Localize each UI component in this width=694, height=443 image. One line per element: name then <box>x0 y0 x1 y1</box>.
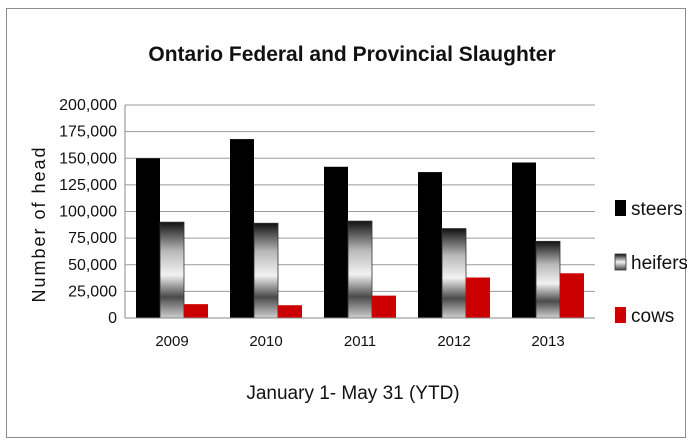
chart-title: Ontario Federal and Provincial Slaughter <box>148 43 555 66</box>
x-tick-label: 2012 <box>437 333 470 350</box>
bar-heifers-2010 <box>253 222 279 319</box>
y-tick-label: 175,000 <box>59 124 117 141</box>
y-tick-label: 75,000 <box>68 230 117 247</box>
x-tick-label: 2013 <box>531 333 564 350</box>
legend: steers heifers cows <box>614 199 687 327</box>
chart: Ontario Federal and Provincial Slaughter… <box>29 43 687 404</box>
legend-label-heifers: heifers <box>631 253 687 274</box>
legend-swatch-heifers <box>614 253 627 271</box>
bar-cows-2009 <box>184 304 208 318</box>
y-axis-ticks: 0 25,000 50,000 75,000 100,000 125,000 150,000… <box>59 97 117 327</box>
bar-cows-2012 <box>466 277 490 318</box>
legend-label-steers: steers <box>631 199 683 220</box>
x-axis-label: January 1- May 31 (YTD) <box>246 383 459 404</box>
y-tick-label: 200,000 <box>59 97 117 114</box>
y-tick-label: 50,000 <box>68 257 117 274</box>
y-tick-label: 0 <box>108 310 117 327</box>
y-tick-label: 125,000 <box>59 177 117 194</box>
y-tick-label: 100,000 <box>59 204 117 221</box>
bar-heifers-2013 <box>535 240 561 319</box>
bar-heifers-2011 <box>347 220 373 319</box>
legend-swatch-cows <box>615 307 626 323</box>
bar-steers-2012 <box>418 172 442 318</box>
bar-heifers-2012 <box>441 228 467 319</box>
bar-cows-2011 <box>372 295 396 318</box>
bars <box>136 139 584 319</box>
legend-swatch-steers <box>615 200 626 216</box>
y-axis-label: Number of head <box>29 145 49 302</box>
legend-label-cows: cows <box>631 306 674 327</box>
bar-steers-2009 <box>136 158 160 318</box>
bar-steers-2011 <box>324 166 348 318</box>
x-tick-label: 2009 <box>155 333 188 350</box>
chart-frame: Ontario Federal and Provincial Slaughter… <box>6 8 687 438</box>
bar-steers-2013 <box>512 162 536 318</box>
x-axis-ticks: 2009 2010 2011 2012 2013 <box>155 333 564 350</box>
x-tick-label: 2010 <box>249 333 282 350</box>
y-tick-label: 25,000 <box>68 283 117 300</box>
bar-cows-2010 <box>278 305 302 318</box>
bar-steers-2010 <box>230 139 254 318</box>
bar-cows-2013 <box>560 273 584 318</box>
x-tick-label: 2011 <box>344 333 376 350</box>
bar-heifers-2009 <box>159 221 185 319</box>
y-tick-label: 150,000 <box>59 150 117 167</box>
